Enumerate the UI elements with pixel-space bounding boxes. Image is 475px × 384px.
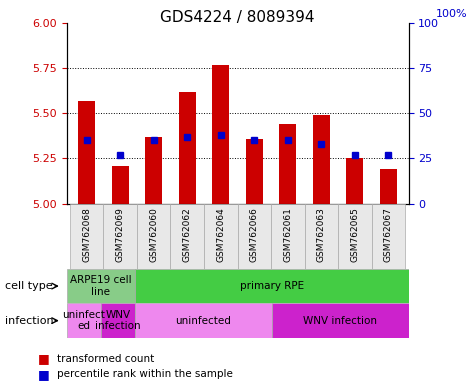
Text: GSM762062: GSM762062 bbox=[183, 207, 192, 262]
Bar bbox=[313, 115, 330, 204]
Text: GSM762067: GSM762067 bbox=[384, 207, 393, 262]
FancyBboxPatch shape bbox=[338, 204, 371, 269]
Text: GSM762066: GSM762066 bbox=[250, 207, 259, 262]
Bar bbox=[112, 166, 129, 204]
FancyBboxPatch shape bbox=[272, 303, 408, 338]
Text: WNV infection: WNV infection bbox=[303, 316, 377, 326]
Bar bbox=[246, 139, 263, 204]
FancyBboxPatch shape bbox=[238, 204, 271, 269]
Text: transformed count: transformed count bbox=[57, 354, 154, 364]
Bar bbox=[145, 137, 162, 204]
Bar bbox=[346, 158, 363, 204]
Bar bbox=[212, 65, 229, 204]
Text: WNV
infection: WNV infection bbox=[95, 310, 141, 331]
Text: ■: ■ bbox=[38, 368, 50, 381]
Bar bbox=[380, 169, 397, 204]
Text: GSM762068: GSM762068 bbox=[82, 207, 91, 262]
Text: cell type: cell type bbox=[5, 281, 52, 291]
FancyBboxPatch shape bbox=[135, 303, 272, 338]
Text: GSM762061: GSM762061 bbox=[283, 207, 292, 262]
Text: infection: infection bbox=[5, 316, 53, 326]
FancyBboxPatch shape bbox=[135, 269, 408, 303]
Bar bbox=[78, 101, 95, 204]
FancyBboxPatch shape bbox=[66, 269, 135, 303]
Text: GSM762063: GSM762063 bbox=[317, 207, 326, 262]
Text: ■: ■ bbox=[38, 353, 50, 366]
Text: ARPE19 cell
line: ARPE19 cell line bbox=[70, 275, 132, 297]
FancyBboxPatch shape bbox=[271, 204, 304, 269]
Bar bbox=[279, 124, 296, 204]
FancyBboxPatch shape bbox=[101, 303, 135, 338]
Text: GSM762060: GSM762060 bbox=[149, 207, 158, 262]
Text: GSM762065: GSM762065 bbox=[351, 207, 360, 262]
Text: GDS4224 / 8089394: GDS4224 / 8089394 bbox=[160, 10, 315, 25]
Text: primary RPE: primary RPE bbox=[240, 281, 304, 291]
Text: uninfected: uninfected bbox=[175, 316, 231, 326]
FancyBboxPatch shape bbox=[66, 303, 101, 338]
FancyBboxPatch shape bbox=[70, 204, 104, 269]
FancyBboxPatch shape bbox=[304, 204, 338, 269]
FancyBboxPatch shape bbox=[171, 204, 204, 269]
FancyBboxPatch shape bbox=[371, 204, 405, 269]
Bar bbox=[179, 92, 196, 204]
FancyBboxPatch shape bbox=[204, 204, 238, 269]
FancyBboxPatch shape bbox=[104, 204, 137, 269]
Text: uninfect
ed: uninfect ed bbox=[62, 310, 105, 331]
Text: 100%: 100% bbox=[436, 10, 467, 20]
Text: GSM762069: GSM762069 bbox=[115, 207, 124, 262]
Text: percentile rank within the sample: percentile rank within the sample bbox=[57, 369, 233, 379]
Text: GSM762064: GSM762064 bbox=[216, 207, 225, 262]
FancyBboxPatch shape bbox=[137, 204, 171, 269]
